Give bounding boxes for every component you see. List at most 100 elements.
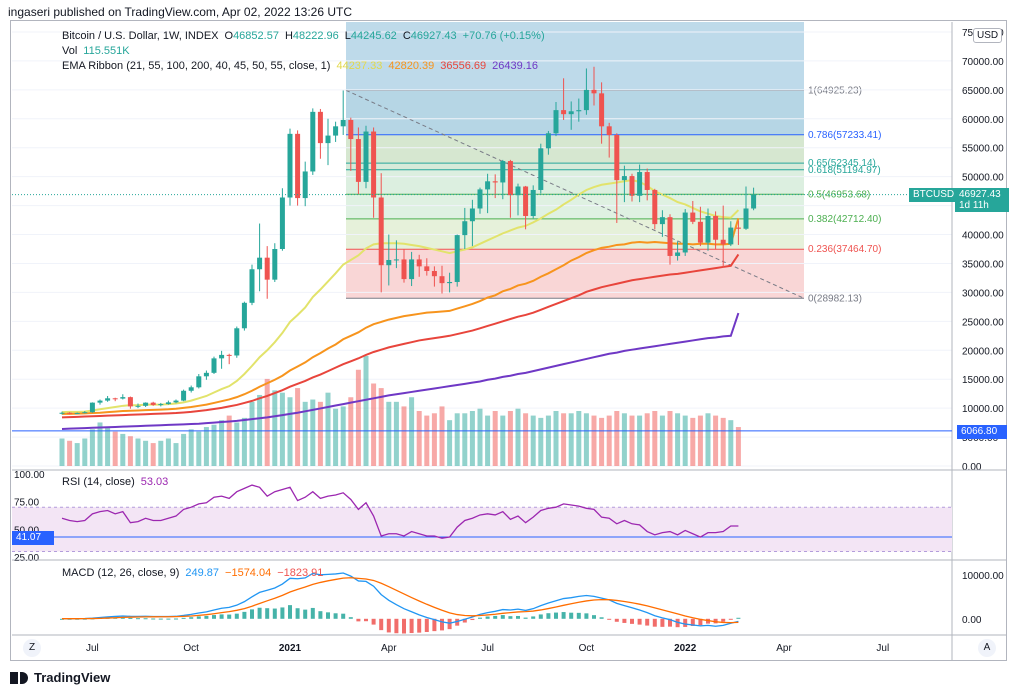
rsi-tick-label: 50.00 [14, 525, 39, 536]
fib-level-label: 0(28982.13) [808, 293, 862, 304]
volume-bar [226, 415, 232, 466]
candle-body [378, 197, 384, 266]
macd-signal-line [61, 577, 739, 624]
footer-brand: TradingView [10, 670, 110, 685]
volume-bar [67, 440, 73, 466]
candle-body [447, 281, 453, 284]
price-tick-label: 25000.00 [962, 317, 1004, 328]
volume-bar [317, 401, 323, 466]
time-tick-label: 2021 [279, 643, 302, 654]
candle-body [264, 257, 270, 280]
time-tick-label: 2022 [674, 643, 697, 654]
volume-bar [89, 429, 95, 466]
volume-bar [249, 401, 255, 466]
signal-value: −1574.04 [225, 567, 272, 579]
volume-bar [583, 413, 589, 466]
candle-body [735, 227, 741, 229]
candle-body [705, 216, 711, 243]
macd-histogram-bar [333, 613, 338, 619]
macd-histogram-bar [721, 618, 726, 622]
rsi-band [12, 507, 952, 552]
macd-histogram-bar [546, 613, 551, 619]
volume-bar [690, 417, 696, 466]
currency-button[interactable]: USD [973, 28, 1003, 43]
price-tag: 46927.43 1d 11h [955, 188, 1009, 212]
candle-body [409, 259, 415, 280]
candle-body [659, 217, 665, 225]
volume-bar [652, 411, 658, 466]
macd-histogram-bar [500, 615, 505, 619]
price-tick-label: 40000.00 [962, 231, 1004, 242]
macd-histogram-bar [424, 618, 429, 632]
ema55-value: 42820.39 [388, 60, 435, 72]
candle-body [690, 212, 696, 222]
volume-bar [492, 411, 498, 466]
price-tag-symbol: BTCUSD [909, 188, 959, 202]
candle-body [74, 413, 80, 415]
candle-body [515, 186, 521, 196]
macd-histogram-bar [523, 617, 528, 619]
candle-body [545, 133, 551, 149]
fib-level-label: 0.618(51194.97) [808, 165, 881, 176]
macd-histogram-bar [607, 618, 612, 620]
macd-histogram-bar [174, 618, 178, 620]
macd-histogram-bar [485, 616, 490, 619]
macd-tick-label: 0.00 [962, 615, 982, 626]
candle-body [454, 235, 460, 282]
candle-body [89, 402, 95, 413]
macd-histogram-bar [417, 618, 422, 633]
macd-histogram-bar [242, 611, 247, 619]
legend-macd: MACD (12, 26, close, 9) 249.87 −1574.04 −18… [62, 567, 329, 579]
volume-bar [272, 390, 278, 466]
macd-histogram-bar [136, 618, 140, 620]
candle-body [97, 400, 103, 403]
time-axis: Jul Oct 2021 Apr Jul Oct 2022 Apr Jul [12, 634, 1006, 654]
candle-body [561, 110, 567, 115]
candle-body [333, 126, 339, 136]
volume-bar [606, 415, 612, 466]
open-label: O [224, 30, 234, 42]
macd-histogram-bar [212, 615, 216, 619]
candle-body [538, 148, 544, 190]
candle-body [713, 216, 719, 240]
chart-frame [10, 20, 1007, 661]
volume-bar [416, 411, 422, 466]
volume-bar [211, 424, 217, 466]
macd-histogram-bar [455, 618, 460, 626]
change-value: +70.76 (+0.15%) [462, 30, 545, 42]
volume-bar [553, 411, 559, 466]
volume-bars [59, 356, 741, 466]
low-value: 44245.62 [350, 30, 397, 42]
volume-bar [59, 438, 65, 466]
macd-histogram-bar [227, 614, 232, 619]
volume-bar [219, 420, 225, 466]
fib-zone [346, 163, 804, 170]
candle-body [675, 252, 681, 256]
macd-histogram-bar [280, 607, 285, 619]
volume-bar [386, 401, 392, 466]
timezone-button[interactable]: Z [23, 639, 41, 657]
volume-bar [188, 429, 194, 466]
high-label: H [284, 30, 293, 42]
volume-bar [462, 413, 468, 466]
candle-body [143, 402, 149, 406]
price-tick-label: 50000.00 [962, 173, 1004, 184]
rsi-tick-label: 75.00 [14, 498, 39, 509]
volume-bar [181, 433, 187, 466]
macd-histogram-bar [668, 618, 672, 627]
candle-body [386, 259, 392, 266]
ema100-value: 36556.69 [440, 60, 487, 72]
fib-zone [346, 90, 804, 135]
price-tag-value: 46927.43 [959, 189, 1001, 200]
auto-scale-button[interactable]: A [978, 639, 996, 657]
volume-bar [82, 438, 88, 466]
volume-bar [120, 433, 126, 466]
macd-histogram-bar [462, 618, 467, 623]
macd-histogram-bar [341, 613, 346, 619]
candle-body [158, 404, 164, 406]
legend-volume: Vol 115.551K [62, 45, 136, 57]
candle-body [105, 398, 111, 401]
volume-bar [310, 399, 316, 466]
macd-histogram-bar [60, 618, 64, 620]
